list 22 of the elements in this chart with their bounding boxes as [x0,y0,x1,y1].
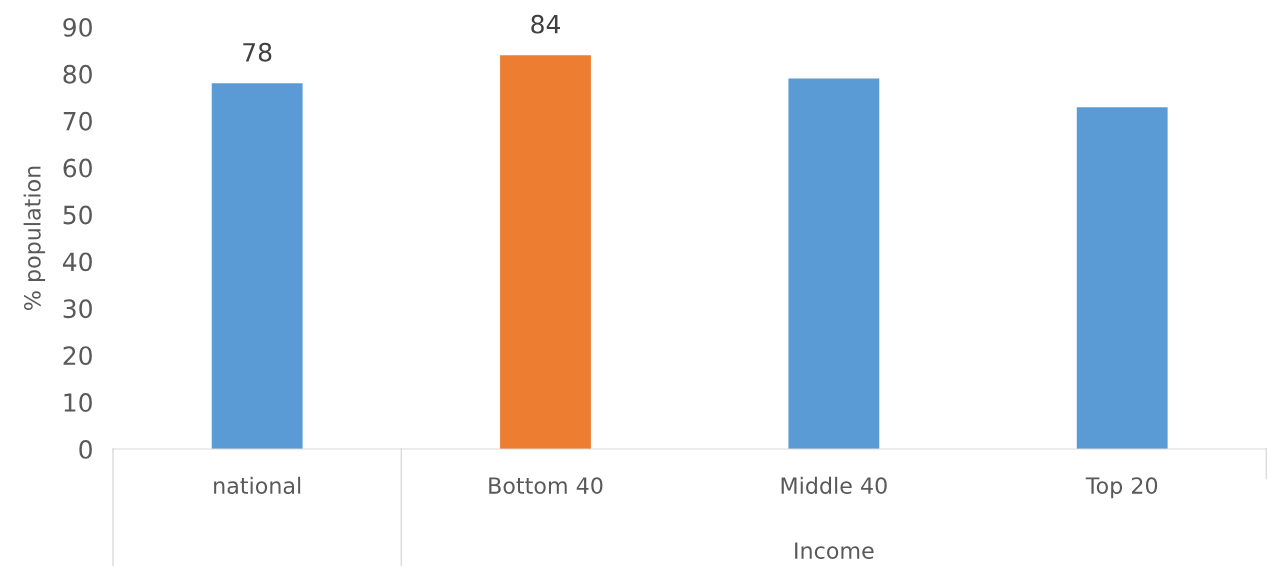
y-tick-label: 90 [63,17,92,37]
y-tick-label: 10 [64,393,92,412]
y-tick-label: 70 [63,111,92,131]
x-tick-label: national [214,476,301,494]
y-axis-title: % population [23,166,46,310]
data-label: 78 [243,42,272,62]
y-tick-label: 40 [62,252,92,272]
bar [500,55,591,449]
y-tick-label: 60 [63,158,92,178]
y-tick-label: 0 [79,439,92,459]
y-tick-label: 80 [63,64,92,84]
data-label: 84 [531,14,561,34]
y-tick-label: 30 [63,299,92,319]
x-tick-label: Bottom 40 [489,477,603,494]
bar [211,83,303,449]
y-tick-label: 50 [63,205,92,225]
bar [1076,107,1168,449]
y-tick-label: 20 [63,346,92,366]
x-tick-label: Top 20 [1085,477,1158,499]
bar [788,78,880,449]
x-tick-label: Middle 40 [781,476,887,494]
x-axis-title: Income [795,542,874,560]
